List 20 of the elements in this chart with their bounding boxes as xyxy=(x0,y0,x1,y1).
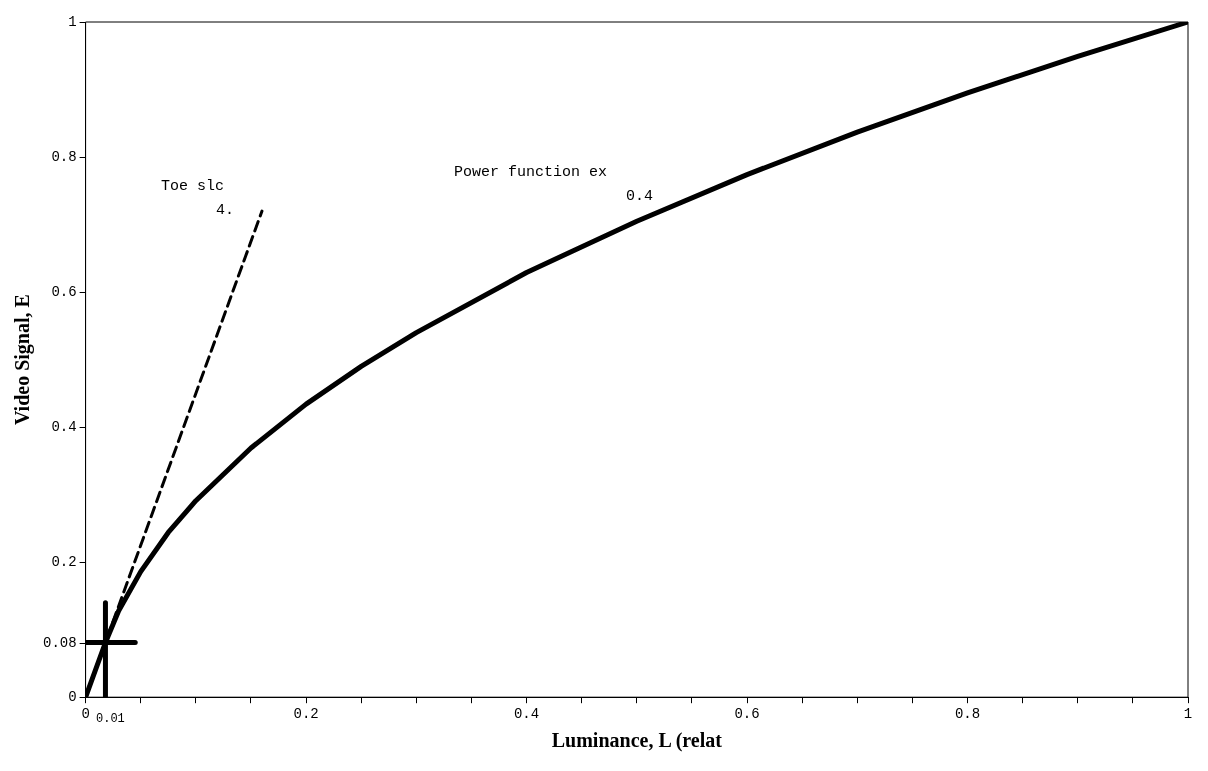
x-tick-label: 0.6 xyxy=(734,706,760,723)
y-tick-label: 0.8 xyxy=(51,148,77,165)
x-tick-label: 0.4 xyxy=(513,706,540,723)
x-tick-label: 0 xyxy=(81,706,90,723)
y-tick-label: 0 xyxy=(68,688,77,705)
text: 0.01 xyxy=(96,711,125,728)
annotation: Toe slc xyxy=(161,178,225,196)
x-tick-label: 0.8 xyxy=(954,706,981,723)
annotation: 0.4 xyxy=(626,188,654,206)
x-tick-label: 1 xyxy=(1183,706,1193,723)
y-tick-label: 0.4 xyxy=(51,418,77,435)
annotation: Power function ex xyxy=(454,164,608,182)
x-axis-title: Luminance, L (relat xyxy=(551,729,723,753)
y-tick-label: 0.08 xyxy=(43,634,77,651)
y-tick-label: 0.6 xyxy=(51,283,77,300)
y-tick-label: 1 xyxy=(68,13,77,30)
y-tick-label: 0.2 xyxy=(51,553,77,570)
y-axis-title: Video Signal, E xyxy=(11,294,35,426)
x-tick-label: 0.2 xyxy=(293,706,319,723)
annotation: 4. xyxy=(216,202,235,220)
